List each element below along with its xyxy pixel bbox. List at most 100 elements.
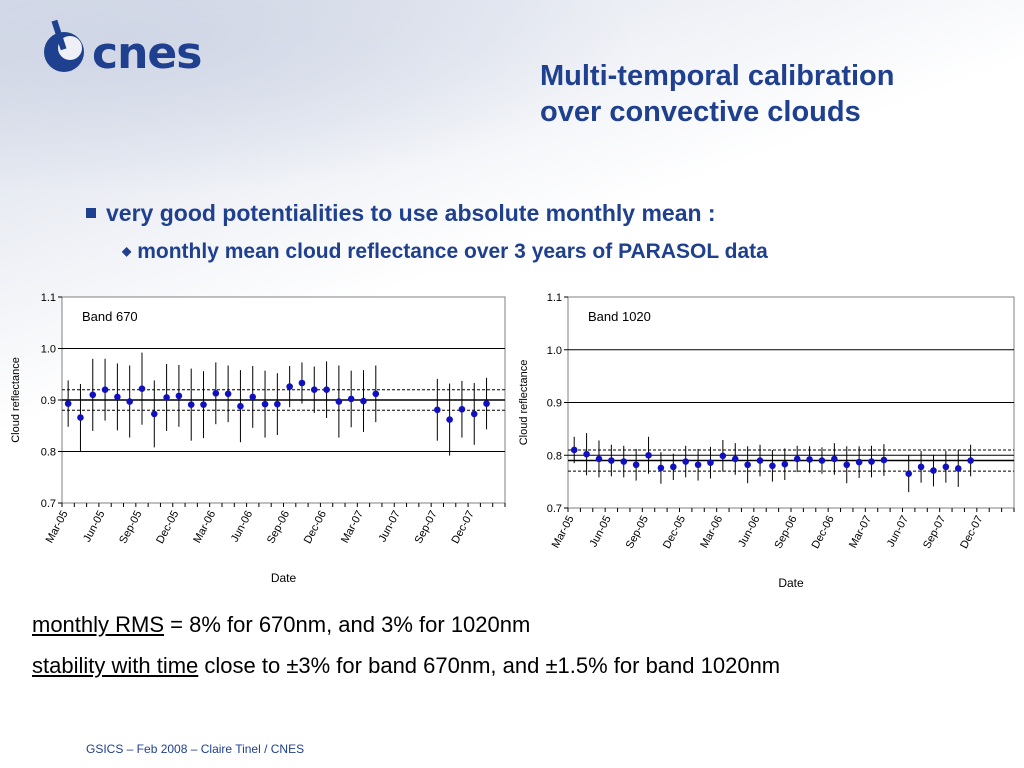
data-point	[756, 457, 764, 464]
data-point	[372, 390, 380, 398]
x-tick-label: Sep-06	[772, 514, 799, 551]
x-tick-label: Jun-07	[377, 509, 403, 544]
chart-band-670: 0.7 0.8 0.9 1.0 1.1 Mar-05 Jun-05 Sep-05 Dec-05 M…	[0, 286, 515, 596]
data-point	[249, 393, 257, 401]
data-point	[670, 463, 677, 471]
data-point	[707, 459, 714, 466]
data-point	[806, 456, 813, 463]
data-point	[77, 414, 84, 421]
data-point	[212, 390, 220, 397]
x-tick-label: Sep-05	[624, 514, 651, 551]
data-point	[818, 457, 826, 464]
x-tick-label: Mar-06	[191, 509, 218, 545]
y-tick-label: 1.0	[547, 345, 562, 357]
x-tick-label: Jun-05	[587, 514, 613, 549]
data-point	[719, 452, 727, 460]
bullet-main: very good potentialities to use absolute…	[86, 200, 716, 227]
data-point	[855, 458, 863, 466]
data-point	[645, 451, 652, 459]
rms-label: monthly RMS	[32, 612, 165, 637]
x-tick-label: Sep-05	[117, 509, 144, 546]
y-tick-label: 0.9	[41, 395, 56, 407]
title-line-2: over convective clouds	[540, 96, 861, 128]
data-point	[470, 410, 478, 418]
data-point	[458, 405, 466, 413]
data-point	[101, 386, 109, 393]
data-point	[483, 400, 490, 407]
data-point	[434, 406, 441, 414]
data-point	[224, 390, 232, 398]
y-axis-label: Cloud reflectance	[10, 357, 22, 443]
y-tick-label: 0.9	[547, 398, 562, 410]
data-point	[175, 392, 183, 400]
bullet-main-text: very good potentialities to use absolute…	[106, 200, 716, 226]
x-tick-label: Mar-05	[44, 509, 71, 545]
x-tick-label: Jun-06	[736, 514, 762, 549]
data-point	[323, 386, 330, 393]
x-axis-label: Date	[271, 571, 297, 585]
x-tick-label: Mar-07	[847, 514, 874, 550]
x-tick-label: Mar-06	[698, 514, 725, 550]
data-point	[261, 400, 269, 408]
data-point	[114, 393, 121, 401]
data-point	[237, 402, 244, 410]
data-point	[163, 394, 170, 401]
x-tick-label: Dec-06	[810, 514, 837, 551]
data-point	[446, 416, 453, 423]
x-tick-label: Dec-05	[661, 514, 688, 551]
title-line-1: Multi-temporal calibration	[540, 60, 895, 92]
x-tick-label: Sep-07	[921, 514, 948, 551]
data-point	[967, 457, 974, 464]
x-tick-label: Sep-06	[265, 509, 292, 546]
data-point	[360, 397, 367, 405]
data-point	[731, 455, 739, 463]
data-point	[64, 400, 72, 407]
y-tick-label: 1.1	[547, 292, 562, 304]
x-tick-label: Mar-05	[550, 514, 577, 550]
cnes-logo	[40, 18, 220, 78]
bullet-sub: ◆ monthly mean cloud reflectance over 3 y…	[122, 240, 768, 264]
chart-title: Band 1020	[588, 309, 651, 324]
data-point	[89, 391, 97, 399]
data-point	[200, 401, 207, 408]
footer: GSICS – Feb 2008 – Claire Tinel / CNES	[86, 742, 305, 756]
data-point	[843, 461, 851, 469]
stability-text: close to ±3% for band 670nm, and ±1.5% f…	[198, 653, 781, 678]
data-point	[954, 465, 962, 472]
data-point	[347, 395, 355, 403]
chart-band-1020: 0.7 0.8 0.9 1.0 1.1 Mar-05 Jun-05 Sep-05 Dec-05 M…	[508, 286, 1024, 601]
data-point	[769, 462, 776, 470]
x-tick-label: Dec-07	[449, 509, 476, 546]
x-tick-label: Jun-05	[81, 509, 107, 544]
data-point	[335, 398, 343, 405]
data-point	[298, 379, 306, 387]
y-tick-label: 0.7	[41, 498, 56, 510]
data-point	[781, 460, 789, 468]
stability-label: stability with time	[32, 653, 199, 678]
data-point	[150, 410, 158, 418]
data-point	[868, 458, 875, 465]
data-point	[608, 457, 615, 464]
data-point	[744, 461, 751, 469]
data-point	[187, 401, 195, 408]
x-tick-label: Jun-06	[229, 509, 255, 544]
cnes-logo-icon	[44, 19, 84, 72]
data-point	[905, 470, 912, 478]
chart-band-670-svg: 0.7 0.8 0.9 1.0 1.1 Mar-05 Jun-05 Sep-05 Dec-05 M…	[10, 292, 506, 585]
data-point	[595, 455, 603, 463]
x-tick-label: Dec-05	[154, 509, 181, 546]
data-point	[793, 455, 801, 463]
data-point	[138, 385, 146, 392]
x-tick-label: Dec-06	[302, 509, 329, 546]
rms-line: monthly RMS = 8% for 670nm, and 3% for 1…	[32, 612, 530, 638]
cnes-logo-text: cnes	[92, 28, 202, 79]
data-point	[310, 386, 318, 393]
data-point	[682, 458, 689, 465]
x-axis-label: Date	[778, 576, 804, 590]
square-bullet-icon	[86, 208, 96, 218]
data-point	[831, 455, 838, 463]
chart-title: Band 670	[82, 309, 138, 324]
chart-band-1020-svg: 0.7 0.8 0.9 1.0 1.1 Mar-05 Jun-05 Sep-05 Dec-05 M…	[518, 292, 1015, 590]
data-point	[632, 461, 640, 469]
slide-title: Multi-temporal calibration over convecti…	[540, 58, 1000, 130]
